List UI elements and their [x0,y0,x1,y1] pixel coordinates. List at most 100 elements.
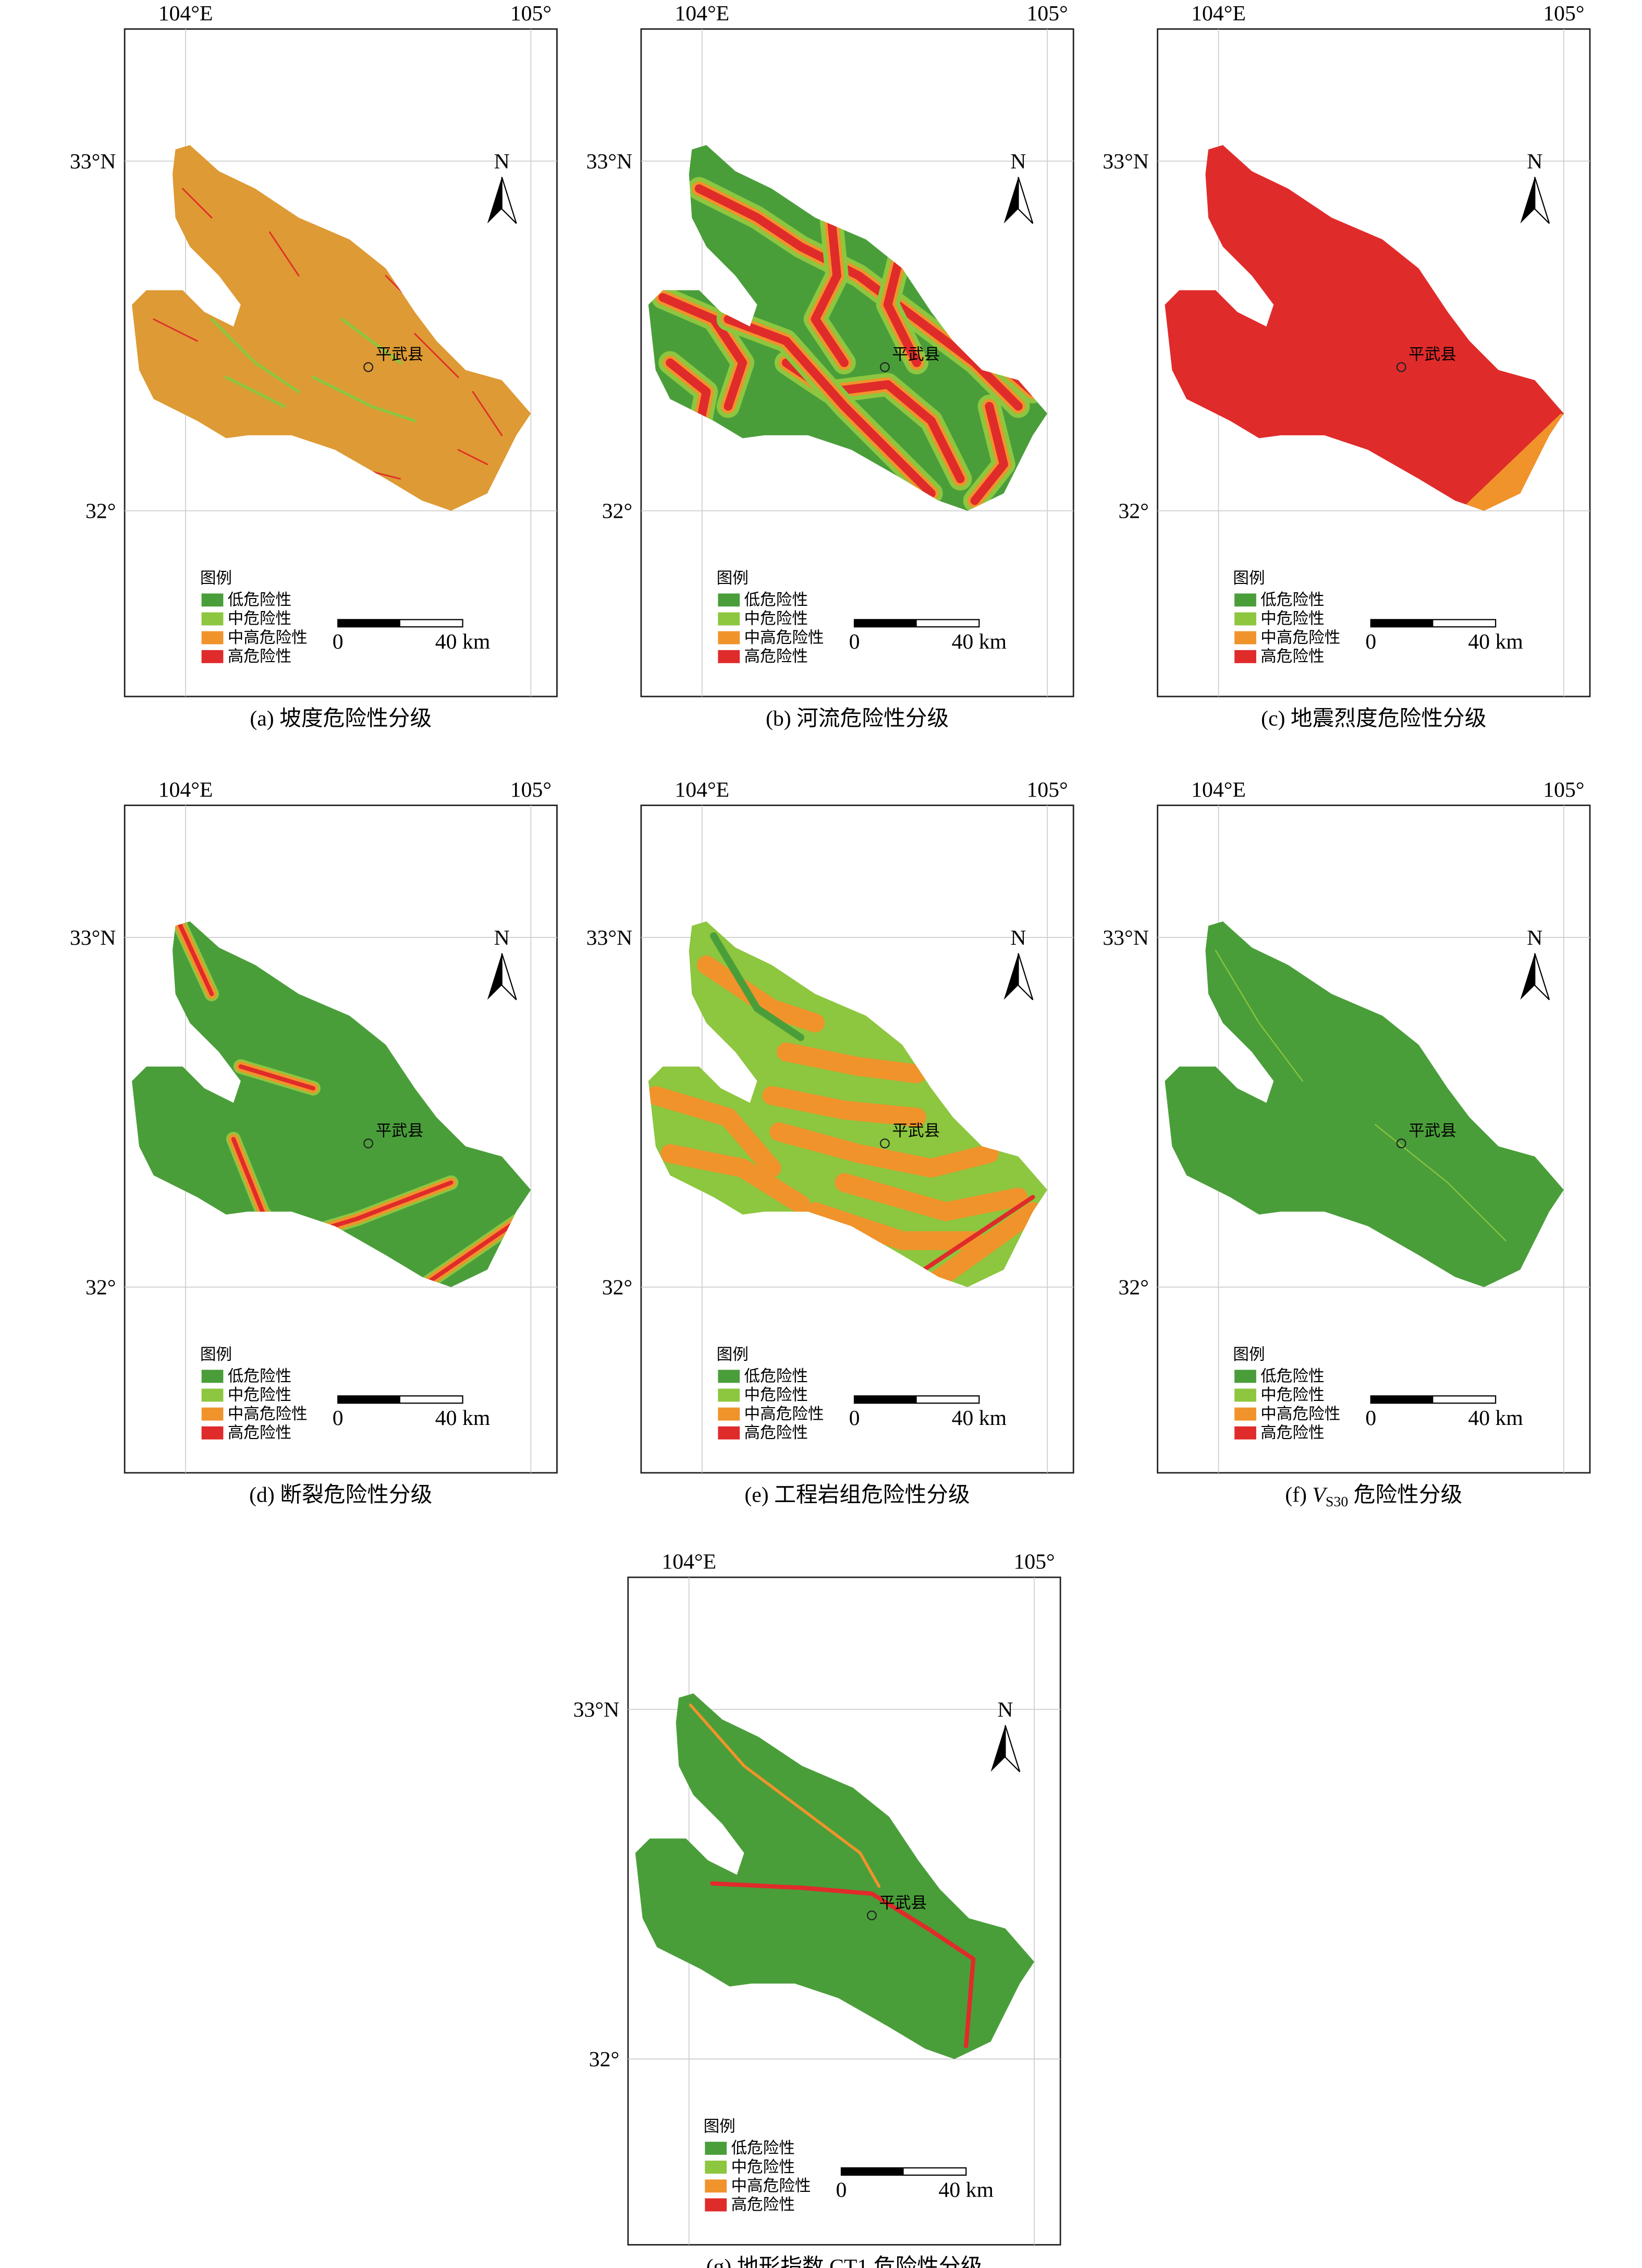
legend-label: 低危险性 [228,1368,291,1386]
lat-label: 32° [589,2047,619,2071]
lon-label: 104°E [1191,2,1246,26]
scale-label: 0 [1365,630,1376,654]
lon-label: 105° [1543,2,1584,26]
panel-caption: (e) 工程岩组危险性分级 [744,1483,970,1507]
river [883,242,922,368]
legend-label: 中危险性 [744,1386,807,1405]
lat-label: 32° [602,499,632,523]
panel-caption: (d) 断裂危险性分级 [249,1483,432,1507]
map-frame [640,28,1074,698]
scale-label: 0 [849,1406,860,1430]
lon-label: 105° [1013,1550,1055,1574]
legend-swatch [201,1407,224,1421]
river [694,184,1023,411]
legend-label: 高危险性 [744,1424,807,1442]
legend-swatch [201,612,224,626]
legend-label: 高危险性 [1260,1424,1324,1442]
legend-label: 中高危险性 [1260,1405,1340,1423]
city-marker [879,362,890,372]
north-arrow [990,1725,1006,1772]
legend-title: 图例 [200,1346,232,1364]
legend-swatch [1234,1426,1256,1440]
city-marker [1396,362,1406,372]
city-marker [363,1138,374,1149]
legend-swatch [705,2141,727,2155]
fault [177,922,214,996]
rock-group [922,1194,1035,1272]
north-arrow [1018,177,1034,224]
scale-label: 40 km [1468,1406,1523,1430]
legend-swatch [1234,593,1256,607]
panel-caption: (g) 地形指数 CT1 危险性分级 [706,2254,983,2268]
legend-label: 中高危险性 [731,2177,811,2195]
lon-label: 104°E [661,1550,716,1574]
rock-group [922,1202,1043,1287]
lat-label: 33°N [573,1698,620,1722]
legend-label: 中高危险性 [228,629,308,647]
rock-group [835,1173,1028,1221]
scale-bar [854,1396,917,1404]
lat-label: 33°N [70,926,116,950]
legend-title: 图例 [717,1346,749,1364]
region [648,145,1048,511]
legend-swatch [718,593,740,607]
legend-swatch [718,650,740,663]
north-arrow [1520,953,1535,1000]
lat-label: 33°N [70,150,116,174]
scale-bar [841,2167,904,2175]
north-arrow [1004,1725,1021,1772]
legend-label: 中高危险性 [744,1405,824,1423]
caption-part: 危险性分级 [1348,1483,1462,1507]
north-arrow [1003,177,1019,224]
scale-label: 0 [333,1406,344,1430]
panel-caption: (a) 坡度危险性分级 [250,706,432,731]
map-frame [1157,28,1591,698]
city-marker [1396,1138,1406,1149]
north-label: N [1527,926,1542,950]
lon-label: 105° [1543,778,1584,802]
scale-label: 40 km [952,630,1007,654]
city-marker [363,362,374,372]
lon-label: 105° [1027,2,1068,26]
lon-label: 105° [1027,778,1068,802]
lon-label: 104°E [675,2,729,26]
legend-label: 中危险性 [744,610,807,628]
legend-swatch [201,1370,224,1383]
legend-label: 低危险性 [744,591,807,609]
north-arrow [487,953,502,1000]
lat-label: 32° [602,1276,632,1300]
panel-caption: (f) VS30 危险性分级 [1285,1483,1462,1510]
legend-label: 低危险性 [731,2139,794,2157]
map-frame [124,28,558,698]
hazard-detail [1215,949,1506,1241]
rock-group [710,932,804,1041]
legend-swatch [718,1388,740,1402]
legend-label: 中危险性 [1260,1386,1324,1405]
legend-swatch [705,2198,727,2212]
fault [282,1238,298,1287]
scale-bar [338,619,400,627]
legend-swatch [718,1407,740,1421]
north-arrow [1003,953,1019,1000]
rock-group [769,1122,999,1178]
legend-swatch [705,2161,727,2174]
lon-label: 104°E [158,2,213,26]
city-label: 平武县 [376,346,424,364]
legend-label: 中危险性 [228,610,291,628]
legend-swatch [1234,612,1256,626]
legend-label: 低危险性 [744,1368,807,1386]
fault-zone [279,1235,301,1287]
legend-title: 图例 [1233,1346,1265,1364]
river [724,314,936,498]
legend-label: 低危险性 [228,591,291,609]
legend-swatch [1234,650,1256,663]
north-arrow [1534,953,1550,1001]
north-arrow [1520,177,1535,224]
region-overlay [648,932,1043,1287]
